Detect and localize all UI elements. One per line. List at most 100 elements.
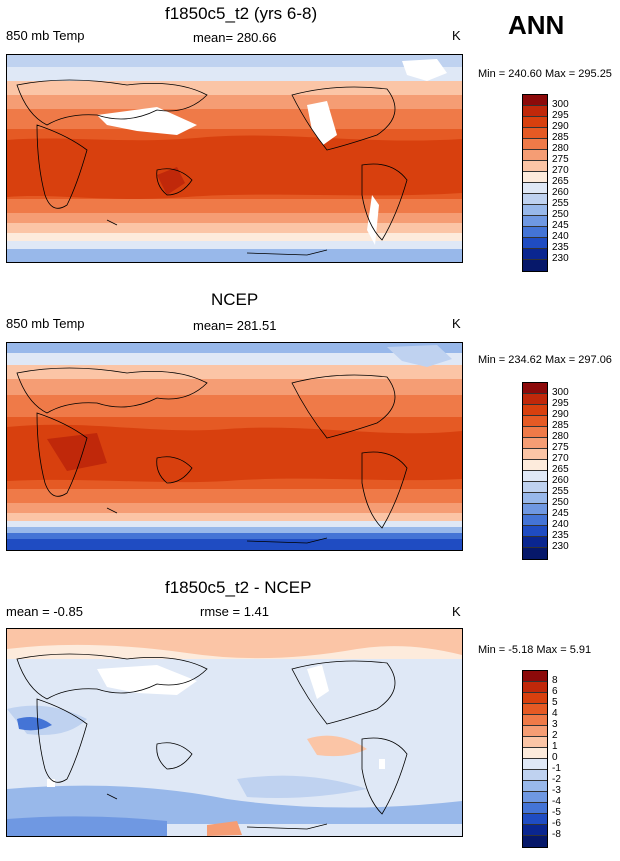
- colorbar-tick-label: 250: [552, 497, 569, 508]
- colorbar-cell: [523, 449, 547, 460]
- colorbar-tick-label: 295: [552, 398, 569, 409]
- colorbar-cell: [523, 693, 547, 704]
- colorbar-cell: [523, 704, 547, 715]
- colorbar-cell: [523, 792, 547, 803]
- panel-3-rmse: rmse = 1.41: [200, 604, 270, 619]
- colorbar-cell: [523, 416, 547, 427]
- colorbar-tick-label: 275: [552, 442, 569, 453]
- colorbar-cell: [523, 825, 547, 836]
- colorbar-tick-label: -8: [552, 829, 561, 840]
- colorbar-cell: [523, 548, 547, 559]
- colorbar-cell: [523, 671, 547, 682]
- colorbar-tick-label: 255: [552, 198, 569, 209]
- colorbar-cell: [523, 106, 547, 117]
- colorbar-cell: [523, 128, 547, 139]
- colorbar-tick-label: -6: [552, 818, 561, 829]
- colorbar-cell: [523, 482, 547, 493]
- colorbar-tick-label: 270: [552, 453, 569, 464]
- colorbar-tick-label: 275: [552, 154, 569, 165]
- colorbar-cell: [523, 117, 547, 128]
- colorbar-cell: [523, 394, 547, 405]
- colorbar-cell: [523, 770, 547, 781]
- colorbar-cell: [523, 682, 547, 693]
- colorbar-tick-label: 280: [552, 431, 569, 442]
- colorbar-tick-label: 2: [552, 730, 558, 741]
- panel-3-minmax: Min = -5.18 Max = 5.91: [478, 644, 592, 656]
- panel-2-minmax: Min = 234.62 Max = 297.06: [478, 354, 612, 366]
- colorbar-cell: [523, 460, 547, 471]
- panel-2-colorbar: [522, 382, 548, 560]
- colorbar-cell: [523, 726, 547, 737]
- panel-2-mean: mean= 281.51: [193, 318, 277, 333]
- colorbar-tick-label: 8: [552, 675, 558, 686]
- colorbar-tick-label: 235: [552, 530, 569, 541]
- panel-3-mean: mean = -0.85: [6, 604, 83, 619]
- panel-3-map: [6, 628, 463, 837]
- colorbar-cell: [523, 504, 547, 515]
- colorbar-tick-label: 5: [552, 697, 558, 708]
- colorbar-cell: [523, 803, 547, 814]
- colorbar-tick-label: 285: [552, 132, 569, 143]
- colorbar-cell: [523, 227, 547, 238]
- colorbar-cell: [523, 715, 547, 726]
- colorbar-tick-label: 1: [552, 741, 558, 752]
- panel-1-variable: 850 mb Temp: [6, 28, 85, 43]
- colorbar-tick-label: 230: [552, 253, 569, 264]
- colorbar-cell: [523, 161, 547, 172]
- season-label: ANN: [508, 10, 565, 40]
- colorbar-tick-label: 6: [552, 686, 558, 697]
- panel-2-title: NCEP: [211, 290, 259, 309]
- colorbar-tick-label: 240: [552, 519, 569, 530]
- colorbar-cell: [523, 537, 547, 548]
- panel-3-title: f1850c5_t2 - NCEP: [165, 578, 312, 597]
- colorbar-tick-label: -5: [552, 807, 561, 818]
- colorbar-tick-label: 260: [552, 187, 569, 198]
- colorbar-tick-label: 0: [552, 752, 558, 763]
- colorbar-cell: [523, 737, 547, 748]
- colorbar-tick-label: 265: [552, 464, 569, 475]
- colorbar-cell: [523, 205, 547, 216]
- colorbar-cell: [523, 814, 547, 825]
- colorbar-tick-label: 300: [552, 387, 569, 398]
- panel-2-map: [6, 342, 463, 551]
- panel-1-field: [7, 55, 462, 262]
- colorbar-tick-label: 250: [552, 209, 569, 220]
- colorbar-cell: [523, 526, 547, 537]
- panel-1-minmax: Min = 240.60 Max = 295.25: [478, 68, 612, 80]
- colorbar-cell: [523, 427, 547, 438]
- panel-3-field: [7, 629, 462, 836]
- colorbar-tick-label: 245: [552, 508, 569, 519]
- colorbar-tick-label: 240: [552, 231, 569, 242]
- colorbar-cell: [523, 249, 547, 260]
- colorbar-cell: [523, 748, 547, 759]
- colorbar-tick-label: 4: [552, 708, 558, 719]
- panel-1-map: [6, 54, 463, 263]
- colorbar-tick-label: 290: [552, 121, 569, 132]
- colorbar-cell: [523, 405, 547, 416]
- colorbar-cell: [523, 260, 547, 271]
- panel-2-units: K: [452, 316, 461, 331]
- colorbar-cell: [523, 172, 547, 183]
- panel-2-field: [7, 343, 462, 550]
- colorbar-tick-label: 235: [552, 242, 569, 253]
- panel-1-title: f1850c5_t2 (yrs 6-8): [165, 4, 318, 23]
- colorbar-tick-label: 260: [552, 475, 569, 486]
- colorbar-tick-label: 265: [552, 176, 569, 187]
- panel-1-mean: mean= 280.66: [193, 30, 277, 45]
- colorbar-cell: [523, 383, 547, 394]
- colorbar-cell: [523, 139, 547, 150]
- colorbar-cell: [523, 238, 547, 249]
- colorbar-tick-label: 280: [552, 143, 569, 154]
- colorbar-cell: [523, 471, 547, 482]
- panel-3-colorbar: [522, 670, 548, 848]
- colorbar-tick-label: -4: [552, 796, 561, 807]
- colorbar-cell: [523, 95, 547, 106]
- colorbar-tick-label: 295: [552, 110, 569, 121]
- colorbar-cell: [523, 759, 547, 770]
- colorbar-tick-label: 255: [552, 486, 569, 497]
- colorbar-tick-label: -2: [552, 774, 561, 785]
- colorbar-tick-label: 230: [552, 541, 569, 552]
- colorbar-tick-label: 245: [552, 220, 569, 231]
- colorbar-tick-label: 3: [552, 719, 558, 730]
- colorbar-tick-label: -3: [552, 785, 561, 796]
